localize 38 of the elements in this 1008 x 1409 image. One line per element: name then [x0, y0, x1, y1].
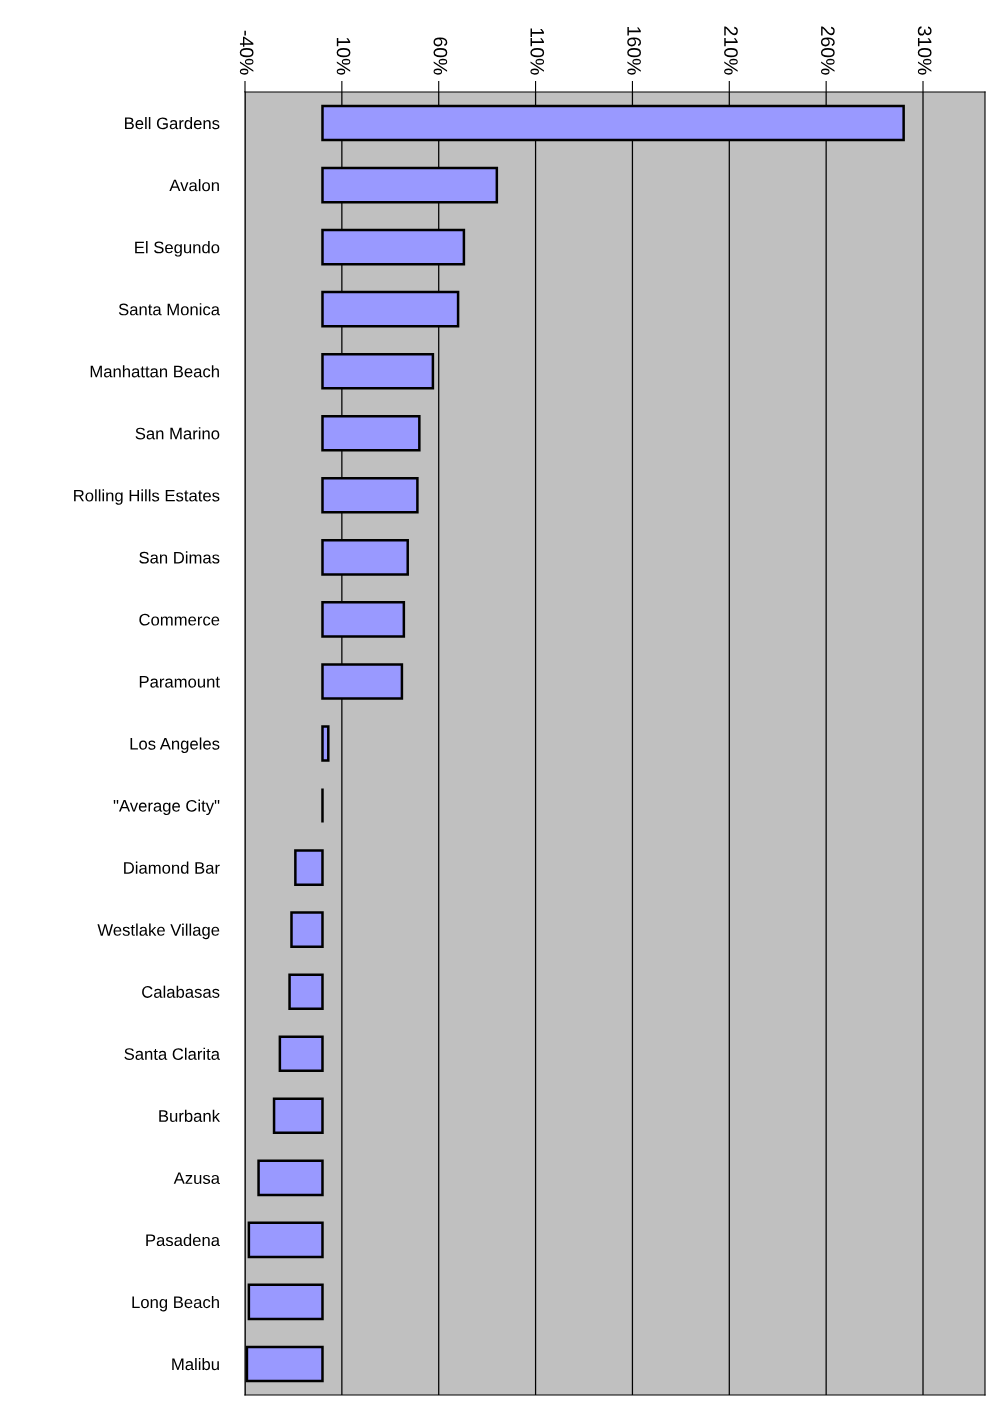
bar	[288, 973, 324, 1010]
y-tick-label: Santa Clarita	[124, 1047, 220, 1060]
y-tick-label: Pasadena	[146, 1233, 220, 1247]
y-tick-label: Avalon	[169, 179, 219, 192]
y-tick-label: Long Beach	[132, 1295, 219, 1312]
y-tick-label: Burbank	[159, 1109, 221, 1122]
y-tick-label: Paramount	[139, 676, 220, 688]
bar	[321, 725, 330, 762]
y-tick-label: Malibu	[172, 1357, 219, 1371]
bar	[247, 1221, 324, 1259]
x-tick-label: 310%	[917, 26, 932, 75]
y-tick-label: Diamond Bar	[124, 861, 220, 874]
y-tick-label: Santa Monica	[118, 303, 221, 316]
x-tick-label: 10%	[336, 37, 351, 75]
x-tick-label: 160%	[627, 27, 641, 75]
x-tick-label: 260%	[820, 26, 835, 75]
y-tick-label: Westlake Village	[97, 923, 220, 940]
y-tick-label: Bell Gardens	[125, 116, 220, 130]
bar	[257, 1159, 324, 1197]
x-tick-label: 110%	[530, 28, 545, 75]
x-tick-label: 210%	[724, 26, 738, 75]
y-tick-label: Calabasas	[142, 985, 220, 998]
y-tick-label: Los Angeles	[130, 737, 220, 753]
y-tick-label: "Average City"	[113, 799, 220, 816]
bar	[290, 911, 324, 948]
y-tick-label: El Segundo	[135, 241, 220, 257]
bar	[294, 849, 324, 886]
bar	[247, 1283, 324, 1321]
y-tick-label: San Marino	[135, 427, 220, 440]
y-tick-label: San Dimas	[139, 551, 220, 564]
bar	[272, 1097, 324, 1135]
y-tick-label: Rolling Hills Estates	[74, 489, 220, 505]
y-tick-label: Azusa	[173, 1172, 220, 1185]
bar	[278, 1035, 324, 1073]
y-tick-label: Manhattan Beach	[90, 365, 219, 378]
x-tick-label: -40%	[239, 30, 254, 75]
y-tick-label: Commerce	[139, 613, 220, 626]
x-tick-label: 60%	[433, 37, 448, 75]
